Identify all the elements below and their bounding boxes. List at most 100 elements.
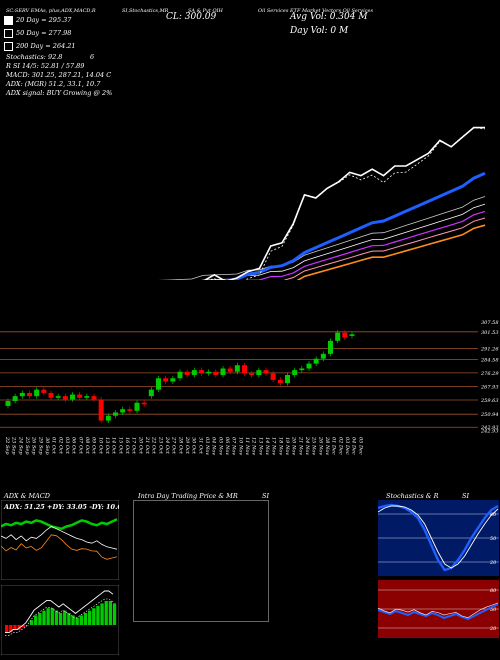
date-tick-label: 05 Nov bbox=[217, 437, 223, 455]
candle-body bbox=[199, 370, 204, 374]
candle-body bbox=[19, 392, 25, 397]
stoch-panel-si: SI bbox=[462, 492, 470, 500]
date-tick-label: 21 Oct bbox=[144, 436, 150, 455]
macd-histogram-bar bbox=[46, 608, 50, 625]
macd-histogram-bar bbox=[21, 625, 25, 628]
candle-body bbox=[299, 368, 305, 371]
candle-body bbox=[98, 399, 104, 421]
ema-chart bbox=[157, 126, 486, 280]
date-tick-label: 06 Nov bbox=[224, 437, 230, 455]
price-tick-label: 242.93 bbox=[480, 429, 499, 435]
adx-panel-title: ADX & MACD bbox=[4, 492, 50, 500]
macd-histogram-bar bbox=[71, 615, 75, 625]
price-tick-label: 250.94 bbox=[480, 412, 499, 418]
date-tick-label: 23 Sep bbox=[11, 436, 17, 455]
stoch-tick-label: 20 bbox=[489, 560, 497, 566]
candle-body bbox=[127, 409, 133, 411]
candle-body bbox=[342, 332, 348, 338]
date-tick-label: 09 Oct bbox=[91, 437, 97, 455]
candle-body bbox=[184, 371, 190, 375]
macd-histogram-bar bbox=[9, 625, 13, 633]
date-tick-label: 27 Oct bbox=[171, 436, 177, 455]
legend-text: 20 Day = 295.37 bbox=[16, 16, 72, 25]
date-tick-label: 23 Oct bbox=[157, 436, 163, 455]
date-tick-label: 22 Oct bbox=[151, 436, 157, 455]
date-tick-label: 07 Oct bbox=[77, 437, 83, 455]
macd-histogram-bar bbox=[50, 608, 54, 625]
price-tick-label: 276.29 bbox=[480, 371, 499, 377]
legend-item-200: 200 Day = 264.21 bbox=[4, 40, 76, 53]
price-tick-label: 307.58 bbox=[481, 320, 499, 326]
stochastics-value: 6 bbox=[90, 53, 95, 61]
date-tick-label: 01 Dec bbox=[331, 437, 337, 455]
candle-body bbox=[62, 396, 68, 400]
legend-swatch bbox=[4, 16, 13, 25]
candle-body bbox=[163, 378, 169, 382]
date-tick-label: 11 Nov bbox=[244, 437, 250, 455]
date-tick-label: 24 Nov bbox=[304, 436, 310, 455]
date-tick-label: 30 Oct bbox=[191, 437, 197, 455]
header-right-caption: Oil Services ETF Market Vectors Oil Serv… bbox=[258, 8, 374, 14]
macd-histogram-bar bbox=[75, 617, 79, 625]
date-tick-label: 15 Oct bbox=[117, 437, 123, 455]
adx-panel: ADX: 51.25 +DY: 33.05 -DY: 10.66 bbox=[1, 500, 119, 580]
date-tick-label: 26 Nov bbox=[317, 436, 323, 455]
date-tick-label: 18 Nov bbox=[277, 437, 283, 455]
intraday-panel bbox=[133, 500, 269, 622]
date-tick-label: 10 Oct bbox=[97, 437, 103, 455]
candle-body bbox=[12, 396, 18, 402]
stochastics-panel: 80 50 20 bbox=[378, 500, 499, 576]
candle-body bbox=[256, 370, 262, 375]
plus-di-line bbox=[1, 525, 118, 550]
header-sym-caption: SA & Pvt OIH bbox=[188, 8, 223, 14]
date-tick-label: 26 Sep bbox=[31, 436, 37, 455]
price-label: CL: 300.09 bbox=[166, 12, 217, 22]
macd-histogram-bar bbox=[112, 603, 117, 625]
candle-body bbox=[306, 363, 312, 369]
candle-body bbox=[113, 412, 118, 416]
candle-body bbox=[220, 368, 226, 375]
date-tick-label: 19 Nov bbox=[284, 437, 290, 455]
date-tick-label: 17 Nov bbox=[271, 437, 277, 455]
ema-89-line bbox=[201, 203, 486, 280]
day-vol-label: Day Vol: 0 M bbox=[290, 26, 349, 36]
macd-histogram-bar bbox=[29, 620, 34, 625]
legend-item-20: 20 Day = 295.37 bbox=[4, 14, 76, 27]
candle-body bbox=[77, 394, 83, 398]
macd-histogram-bar bbox=[92, 608, 96, 625]
ema-150-line bbox=[283, 217, 486, 280]
date-tick-label: 03 Oct bbox=[64, 437, 70, 455]
candle-body bbox=[70, 394, 75, 400]
date-tick-label: 08 Oct bbox=[84, 437, 90, 455]
date-tick-label: 29 Sep bbox=[37, 436, 43, 455]
macd-histogram-bar bbox=[25, 625, 30, 626]
date-tick-label: 31 Oct bbox=[197, 437, 203, 455]
candle-body bbox=[328, 340, 333, 354]
candle-body bbox=[148, 389, 154, 397]
stochastics-readout: Stochastics: 92.8 bbox=[6, 53, 63, 61]
adx-readout: ADX: (MGR) 51.2, 33.1, 10.7 bbox=[6, 80, 101, 88]
date-tick-label: 29 Oct bbox=[184, 436, 190, 455]
ema-legend: 20 Day = 295.37 50 Day = 277.98 200 Day … bbox=[4, 14, 76, 53]
adx-panel-frame bbox=[1, 500, 119, 580]
date-tick-label: 24 Oct bbox=[164, 436, 170, 455]
candle-body bbox=[170, 378, 176, 382]
candle-body bbox=[213, 371, 219, 375]
date-tick-label: 13 Oct bbox=[104, 437, 110, 455]
rsi-line bbox=[378, 603, 499, 621]
candle-body bbox=[177, 371, 183, 379]
date-tick-label: 14 Nov bbox=[264, 437, 270, 455]
macd-histogram-bar bbox=[17, 625, 21, 630]
candle-body bbox=[91, 396, 97, 400]
candle-body bbox=[285, 375, 290, 384]
candle-body bbox=[349, 334, 355, 336]
stoch-tick-label: 50 bbox=[490, 536, 497, 542]
rsi-panel: 80 50 20 bbox=[378, 580, 499, 638]
candle-body bbox=[206, 371, 212, 374]
stoch-d-line bbox=[378, 505, 499, 569]
macd-histogram-bar bbox=[67, 613, 71, 625]
date-tick-label: 02 Oct bbox=[57, 437, 63, 455]
date-tick-label: 30 Sep bbox=[44, 437, 50, 455]
macd-histogram-bar bbox=[100, 603, 104, 625]
candle-body bbox=[335, 332, 341, 341]
